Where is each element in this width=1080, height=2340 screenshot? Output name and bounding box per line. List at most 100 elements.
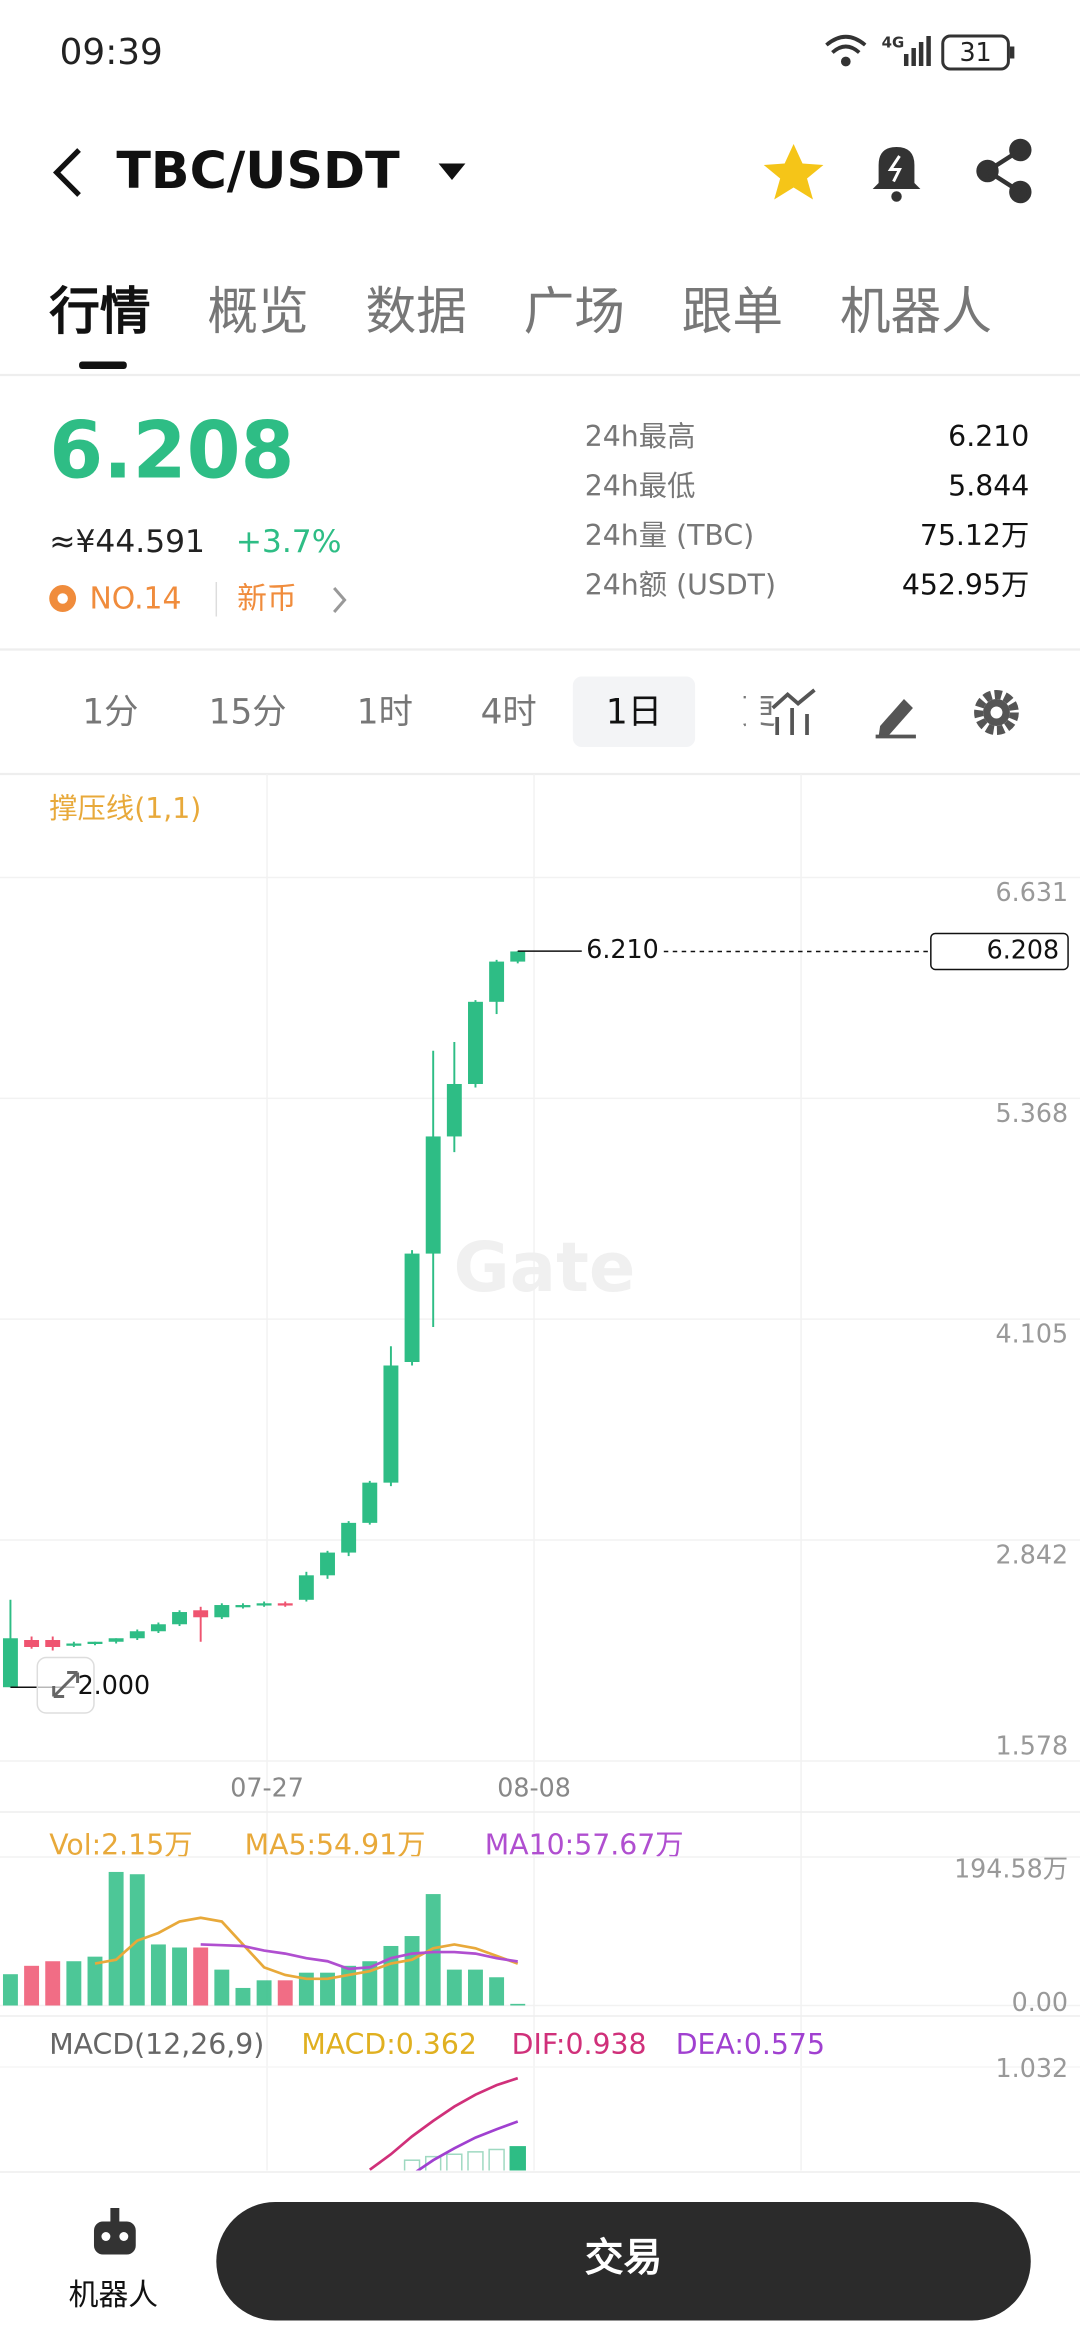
new-coin-tag[interactable]: 新币 xyxy=(237,581,297,616)
settings-button[interactable] xyxy=(974,690,1019,735)
volume-bar xyxy=(446,1969,462,2006)
candle-body xyxy=(87,1641,103,1645)
macd-legend: MACD:0.362 xyxy=(301,2028,477,2061)
y-tick-label: 0.00 xyxy=(1012,1987,1068,2017)
tab[interactable]: 广场 xyxy=(524,282,625,341)
interval-selected-bg xyxy=(572,676,696,747)
last-price: 6.208 xyxy=(49,406,294,496)
stat-label: 24h最低 xyxy=(585,469,696,502)
signal-icon xyxy=(903,36,931,66)
candle-body xyxy=(510,951,526,962)
tab[interactable]: 行情 xyxy=(49,282,150,341)
tab[interactable]: 概览 xyxy=(207,282,308,341)
indicator-button[interactable] xyxy=(771,688,816,735)
rank-icon-dot xyxy=(57,593,68,604)
trade-label[interactable]: 交易 xyxy=(585,2236,663,2281)
candle-body xyxy=(277,1603,293,1606)
robot-label[interactable]: 机器人 xyxy=(69,2278,158,2313)
interval-tab[interactable]: 1分 xyxy=(82,692,138,732)
candle-body xyxy=(129,1631,145,1639)
interval-tab[interactable]: 1时 xyxy=(357,692,413,732)
expand-icon xyxy=(52,1671,80,1698)
candle-body xyxy=(2,1638,18,1688)
candle-body xyxy=(404,1253,420,1362)
stat-label: 24h最高 xyxy=(585,420,696,453)
network-label: 4G xyxy=(882,33,905,51)
macd-bar xyxy=(424,2155,442,2171)
battery-icon xyxy=(941,34,1010,71)
macd-bar xyxy=(446,2153,463,2171)
volume-legend: MA10:57.67万 xyxy=(485,1828,684,1861)
tab[interactable]: 数据 xyxy=(365,282,466,341)
volume-bar xyxy=(193,1947,209,2006)
macd-legend: DEA:0.575 xyxy=(676,2028,825,2061)
interval-tab[interactable]: 4时 xyxy=(481,692,537,732)
stat-label: 24h量 (TBC) xyxy=(585,519,754,552)
candle-body xyxy=(425,1136,441,1254)
interval-tab[interactable]: 1日 xyxy=(606,692,662,732)
tab-indicator xyxy=(79,361,127,369)
volume-bar xyxy=(214,1969,230,2006)
candle-body xyxy=(214,1605,230,1618)
volume-bar xyxy=(2,1974,18,2006)
interval-tab[interactable]: 15分 xyxy=(209,692,287,732)
candle-body xyxy=(468,1001,483,1084)
macd-bar xyxy=(488,2148,505,2171)
battery-tip xyxy=(1009,46,1015,59)
candle-body xyxy=(235,1605,251,1608)
macd-plot xyxy=(368,2076,526,2171)
macd-bar xyxy=(467,2151,484,2171)
candle-body xyxy=(108,1638,124,1642)
volume-bar xyxy=(108,1871,124,2006)
draw-button[interactable] xyxy=(875,699,916,739)
robot-icon[interactable] xyxy=(93,2208,136,2255)
stat-value: 452.95万 xyxy=(902,568,1029,601)
last-price-label: 6.208 xyxy=(987,934,1060,964)
last-price-box xyxy=(930,932,1069,971)
share-button[interactable] xyxy=(976,138,1032,204)
y-tick-label: 2.842 xyxy=(996,1539,1069,1569)
alert-bell[interactable] xyxy=(872,147,921,202)
chevron xyxy=(333,587,347,613)
interval-fade xyxy=(745,660,761,765)
battery-level: 31 xyxy=(959,37,991,67)
pair-dropdown[interactable] xyxy=(438,163,466,181)
candle-body xyxy=(24,1640,40,1647)
favorite-star[interactable] xyxy=(763,144,824,200)
tab[interactable]: 跟单 xyxy=(682,282,783,341)
price-change: +3.7% xyxy=(236,524,342,560)
stat-label: 24h额 (USDT) xyxy=(585,568,776,601)
y-tick-label: 5.368 xyxy=(996,1098,1069,1128)
volume-bar xyxy=(320,1972,335,2006)
candle-body xyxy=(66,1643,82,1646)
stat-value: 75.12万 xyxy=(920,519,1029,552)
y-tick-label: 1.032 xyxy=(996,2053,1069,2083)
tab[interactable]: 机器人 xyxy=(840,282,992,341)
volume-bar xyxy=(277,1980,293,2006)
candle-body xyxy=(172,1612,188,1625)
candle-body xyxy=(383,1365,399,1483)
volume-legend: MA5:54.91万 xyxy=(245,1828,426,1861)
macd-legend: DIF:0.938 xyxy=(512,2028,647,2061)
y-tick-label: 1.578 xyxy=(996,1730,1069,1760)
volume-bar xyxy=(172,1947,188,2006)
volume-bar xyxy=(383,1945,399,2006)
volume-bar xyxy=(510,2003,526,2006)
back-button[interactable] xyxy=(52,148,81,197)
ma10-line xyxy=(200,1943,518,1971)
y-tick-label: 6.631 xyxy=(996,877,1069,907)
dif-line xyxy=(368,2076,519,2171)
pair-title[interactable]: TBC/USDT xyxy=(116,141,400,200)
candle-body xyxy=(45,1640,61,1647)
volume-legend: Vol:2.15万 xyxy=(49,1828,192,1861)
low-marker: 2.000 xyxy=(78,1670,151,1700)
volume-bar xyxy=(66,1961,82,2006)
candle-body xyxy=(256,1603,272,1606)
wifi-icon xyxy=(825,34,867,67)
trade-button[interactable] xyxy=(216,2202,1031,2321)
candle-body xyxy=(298,1575,314,1600)
stat-value: 5.844 xyxy=(948,469,1029,502)
dea-line xyxy=(415,2120,519,2171)
volume-bar xyxy=(45,1961,61,2006)
